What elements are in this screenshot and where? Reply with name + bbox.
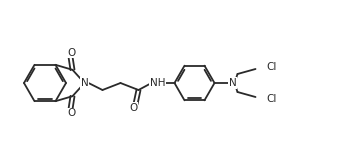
Text: N: N xyxy=(229,78,236,88)
Text: N: N xyxy=(81,78,88,88)
Text: O: O xyxy=(67,108,76,118)
Text: Cl: Cl xyxy=(266,62,277,72)
Text: O: O xyxy=(67,48,76,58)
Text: NH: NH xyxy=(150,78,165,88)
Text: O: O xyxy=(129,103,137,113)
Text: Cl: Cl xyxy=(266,94,277,104)
